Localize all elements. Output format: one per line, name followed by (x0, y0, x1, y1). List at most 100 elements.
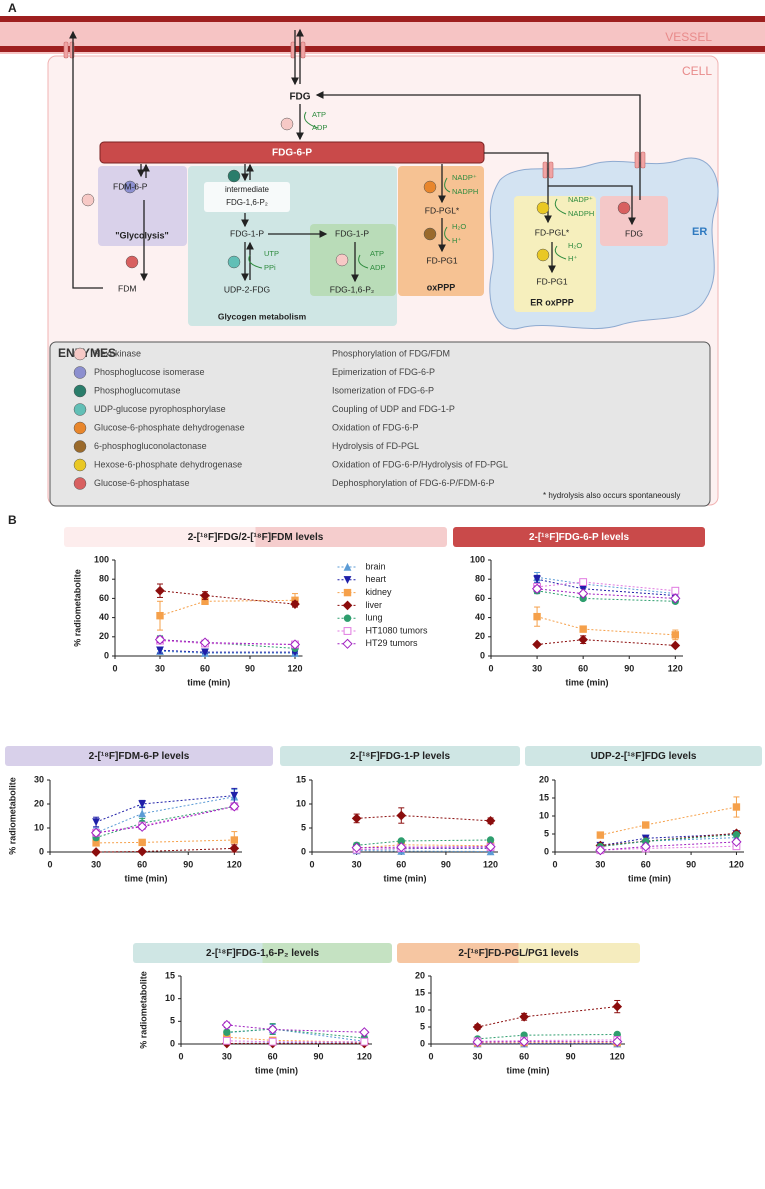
y-tick-label: 20 (415, 970, 425, 980)
node-label: FD-PG1 (426, 255, 457, 265)
data-point (596, 831, 605, 839)
data-point (229, 801, 240, 812)
enzyme-rows: Hexokinase Phosphorylation of FDG/FDM Phos… (73, 347, 508, 490)
x-tick-label: 30 (352, 859, 362, 869)
data-point (670, 593, 681, 604)
chart-title: 2-[¹⁸F]FD-PGL/PG1 levels (458, 948, 579, 959)
box-label: "Glycolysis" (115, 230, 169, 240)
x-tick-label: 60 (641, 859, 651, 869)
enzyme-function: Epimerization of FDG-6-P (332, 367, 435, 377)
vessel-label: VESSEL (665, 30, 712, 44)
x-tick-label: 60 (200, 663, 210, 673)
series-line (477, 1006, 618, 1028)
x-axis-title: time (min) (506, 1065, 549, 1075)
legend-label: lung (366, 613, 383, 623)
data-point (360, 1037, 369, 1046)
y-tick-label: 60 (99, 593, 109, 603)
enzyme-name: Phosphoglucomutase (94, 385, 181, 395)
diagram-labels: FDG ATP ADP FDG-6-P FDM-6-P "Glycolysis"… (113, 92, 643, 322)
x-tick-label: 90 (314, 1051, 324, 1061)
y-tick-label: 0 (104, 650, 109, 660)
x-tick-label: 30 (532, 663, 542, 673)
arrows (69, 28, 641, 289)
y-tick-label: 0 (420, 1038, 425, 1048)
x-tick-label: 90 (441, 859, 451, 869)
data-point (201, 648, 209, 657)
data-point (640, 841, 651, 852)
enzyme-function: Isomerization of FDG-6-P (332, 385, 434, 395)
y-tick-label: 15 (165, 970, 175, 980)
x-tick-label: 90 (624, 663, 634, 673)
data-point (267, 1024, 278, 1035)
x-tick-label: 0 (488, 663, 493, 673)
cell-label: CELL (682, 64, 712, 78)
y-tick-label: 100 (94, 554, 109, 564)
data-point (351, 842, 362, 853)
legend-marker (343, 562, 352, 571)
title-bar (453, 527, 705, 547)
enzyme-function: Oxidation of FDG-6-P (332, 422, 419, 432)
data-point (91, 847, 101, 857)
data-point (731, 836, 742, 848)
data-point (519, 1036, 530, 1047)
y-tick-label: 40 (99, 612, 109, 622)
chart: 2-[¹⁸F]FDG-6-P levels 0 20 40 60 80 100 0 30 60 90… (453, 527, 705, 687)
node-label: FD-PG1 (536, 276, 567, 286)
enzyme-function: Dephosphorylation of FDG-6-P/FDM-6-P (332, 478, 495, 488)
data-point (396, 810, 407, 821)
x-tick-label: 90 (183, 859, 193, 869)
y-tick-label: 10 (539, 810, 549, 820)
cofactor: NADP⁺ (452, 173, 477, 182)
y-tick-label: 10 (165, 993, 175, 1003)
data-point (578, 634, 588, 645)
data-point (531, 583, 543, 594)
data-point (138, 800, 147, 809)
enzyme-title: ENZYMES (58, 346, 116, 360)
charts: 2-[¹⁸F]FDG/2-[¹⁸F]FDM levels020406080100… (5, 527, 762, 1075)
y-tick-label: 5 (170, 1016, 175, 1026)
legend-marker (343, 614, 352, 622)
data-point (156, 646, 164, 655)
chart-title: 2-[¹⁸F]FDG-1,6-P₂ levels (206, 948, 320, 959)
data-point (229, 843, 240, 854)
data-point (533, 575, 541, 584)
cofactor: H⁺ (568, 254, 577, 263)
node-label: FDG (289, 92, 310, 103)
cofactor: NADP⁺ (568, 195, 593, 204)
chart-title: 2-[¹⁸F]FDG-6-P levels (529, 532, 630, 543)
er-fdg-box (600, 196, 668, 246)
x-tick-label: 120 (227, 859, 242, 869)
data-point (472, 1036, 483, 1048)
chart-title: 2-[¹⁸F]FDG-1-P levels (350, 751, 451, 762)
y-tick-label: 10 (415, 1004, 425, 1014)
y-tick-label: 80 (475, 574, 485, 584)
enzyme-function: Phosphorylation of FDG/FDM (332, 348, 450, 358)
data-point (230, 836, 239, 844)
x-tick-label: 30 (91, 859, 101, 869)
data-point (485, 815, 496, 826)
box-label: oxPPP (427, 282, 456, 292)
y-tick-label: 5 (301, 822, 306, 832)
panel-label: A (8, 1, 17, 15)
y-tick-label: 30 (34, 774, 44, 784)
data-point (359, 1027, 370, 1038)
y-tick-label: 0 (301, 846, 306, 856)
data-point (154, 634, 166, 645)
x-tick-label: 0 (112, 663, 117, 673)
y-axis-title: % radiometabolite (72, 569, 82, 647)
vessel-wall (0, 16, 765, 22)
series-line (600, 806, 737, 836)
x-tick-label: 90 (245, 663, 255, 673)
footnote: * hydrolysis also occurs spontaneously (543, 491, 680, 500)
cofactor: H₂O (452, 222, 466, 231)
y-tick-label: 0 (480, 650, 485, 660)
series-line (159, 590, 296, 605)
data-point (199, 637, 211, 648)
x-tick-label: 90 (566, 1051, 576, 1061)
y-tick-label: 0 (544, 846, 549, 856)
data-point (290, 599, 300, 609)
x-tick-label: 0 (428, 1051, 433, 1061)
data-point (268, 1037, 277, 1046)
legend-label: HT29 tumors (366, 638, 419, 648)
